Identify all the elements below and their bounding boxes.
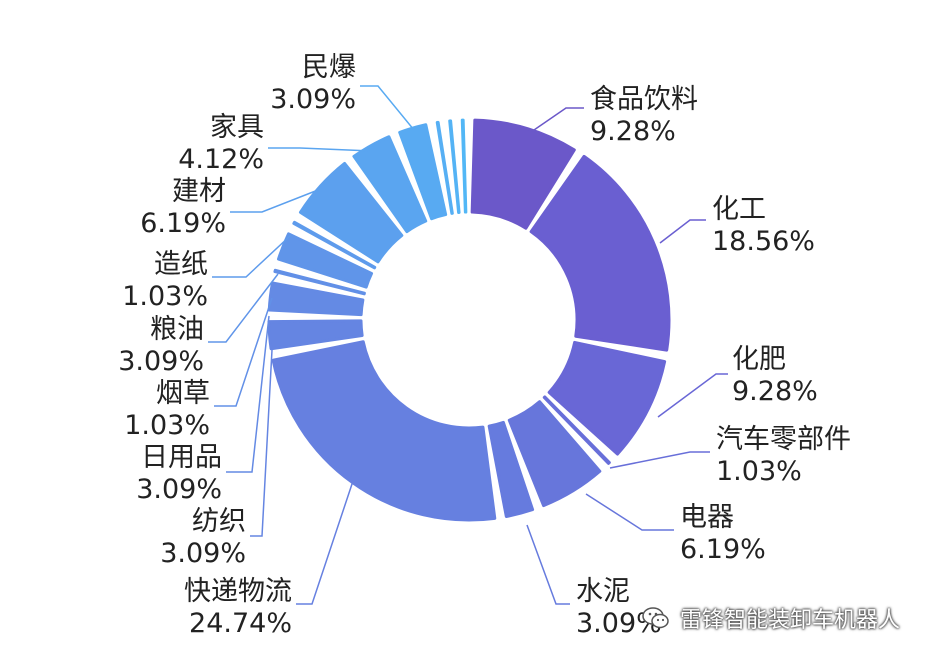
slice-unlabeled-15 (435, 120, 454, 215)
slice-日用品 (267, 281, 365, 317)
slice-label: 汽车零部件 (716, 424, 851, 455)
leader-line (657, 373, 728, 418)
slice-label: 化肥 (732, 344, 786, 375)
slice-value-label: 9.28% (590, 116, 676, 147)
slice-label: 电器 (680, 502, 734, 533)
slice-粮油 (276, 232, 374, 289)
leader-line (226, 315, 270, 473)
slice-value-label: 6.19% (680, 534, 766, 565)
leader-line (360, 85, 415, 131)
slice-label: 快递物流 (184, 576, 292, 607)
slice-value-label: 3.09% (160, 538, 246, 569)
chart-slices (267, 118, 671, 522)
slice-食品饮料 (470, 118, 576, 230)
leader-line (268, 147, 373, 152)
slice-label: 水泥 (576, 576, 630, 607)
slice-家具 (352, 135, 428, 234)
watermark: 雷锋智能装卸车机器人 (640, 598, 900, 638)
leader-line (296, 477, 355, 605)
slice-化工 (529, 154, 671, 352)
slice-建材 (298, 161, 404, 264)
slice-汽车零部件 (542, 395, 611, 465)
slice-value-label: 4.12% (178, 144, 264, 175)
leader-line (212, 234, 292, 278)
leader-line (609, 451, 710, 469)
slice-value-label: 6.19% (140, 208, 226, 239)
slice-快递物流 (271, 340, 497, 522)
leader-line (230, 189, 319, 213)
slice-value-label: 24.74% (189, 608, 292, 639)
slice-label: 粮油 (150, 314, 204, 345)
chart-leader-lines (208, 85, 728, 605)
slice-化肥 (547, 340, 667, 456)
slice-民爆 (398, 123, 448, 221)
slice-水泥 (487, 420, 535, 518)
slice-label: 家具 (210, 112, 264, 143)
slice-label: 民爆 (302, 52, 356, 83)
slice-label: 日用品 (141, 442, 222, 473)
wechat-icon (642, 607, 669, 629)
watermark-text: 雷锋智能装卸车机器人 (680, 608, 901, 633)
slice-unlabeled-16 (448, 119, 461, 215)
slice-label: 烟草 (156, 378, 210, 409)
slice-电器 (507, 400, 602, 508)
slice-烟草 (273, 268, 366, 296)
slice-value-label: 18.56% (712, 226, 815, 257)
slice-label: 建材 (172, 176, 226, 207)
slice-value-label: 3.09% (118, 346, 204, 377)
slice-label: 食品饮料 (590, 84, 698, 115)
slice-value-label: 3.09% (136, 474, 222, 505)
slice-label: 造纸 (154, 249, 208, 280)
slice-unlabeled-17 (460, 118, 468, 214)
leader-line (533, 107, 584, 131)
leader-line (208, 273, 279, 343)
slice-value-label: 3.09% (270, 84, 356, 115)
slice-label: 化工 (712, 194, 766, 225)
leader-line (214, 297, 273, 407)
leader-line (526, 524, 570, 605)
slice-value-label: 1.03% (122, 281, 208, 312)
leader-line (250, 349, 273, 537)
slice-label: 纺织 (192, 506, 246, 537)
slice-value-label: 1.03% (124, 410, 210, 441)
slice-value-label: 1.03% (716, 456, 802, 487)
slice-value-label: 9.28% (732, 376, 818, 407)
leader-line (659, 219, 706, 244)
leader-line (585, 493, 674, 531)
slice-纺织 (267, 319, 364, 351)
slice-造纸 (292, 220, 377, 270)
